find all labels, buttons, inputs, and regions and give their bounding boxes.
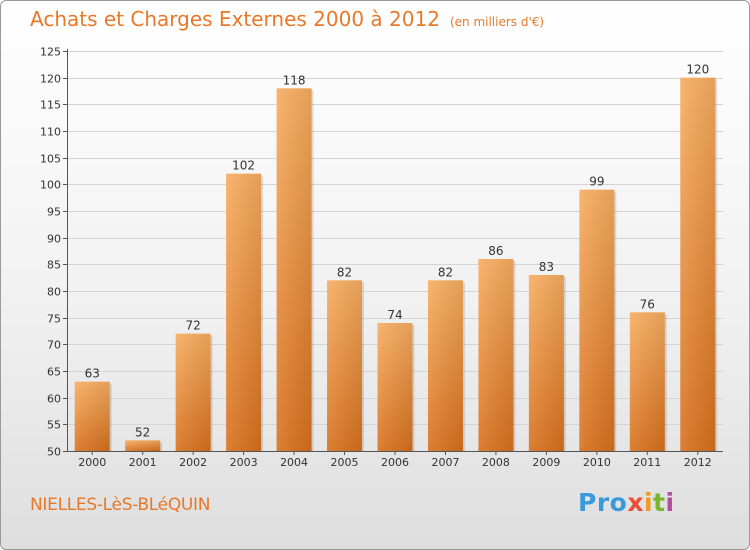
bar-value-label: 82 xyxy=(438,265,453,279)
y-tick-label: 50 xyxy=(47,446,61,459)
x-tick-label: 2001 xyxy=(129,456,157,469)
logo-part: i xyxy=(643,488,654,517)
bar-value-label: 120 xyxy=(686,63,709,77)
y-tick-label: 65 xyxy=(47,366,61,379)
x-tick-label: 2007 xyxy=(431,456,459,469)
x-tick-label: 2008 xyxy=(482,456,510,469)
bar-value-label: 74 xyxy=(387,308,402,322)
bar-value-label: 63 xyxy=(85,367,100,381)
x-tick-label: 2003 xyxy=(230,456,258,469)
y-tick-label: 60 xyxy=(47,393,61,406)
bar-value-label: 72 xyxy=(186,319,201,333)
bar-highlight xyxy=(629,312,665,451)
logo-part: x xyxy=(627,488,644,517)
title-text: Achats et Charges Externes 2000 à 2012 xyxy=(30,7,440,31)
y-tick-label: 125 xyxy=(40,46,61,59)
bar-highlight xyxy=(579,189,615,451)
logo-part: Pro xyxy=(578,488,628,517)
bar-highlight xyxy=(125,440,161,451)
bars: 63 52 72 102 118 82 74 82 86 83 99 76 120 xyxy=(74,63,718,452)
bar-value-label: 82 xyxy=(337,265,352,279)
y-tick-label: 70 xyxy=(47,339,61,352)
commune-name: NIELLES-LèS-BLéQUIN xyxy=(30,495,211,515)
x-tick-label: 2010 xyxy=(583,456,611,469)
y-tick-label: 120 xyxy=(40,73,61,86)
bar-highlight xyxy=(680,77,716,452)
x-tick-label: 2000 xyxy=(78,456,106,469)
bar-highlight xyxy=(74,381,110,451)
bar-value-label: 76 xyxy=(640,297,655,311)
logo-part: i xyxy=(665,488,675,517)
chart-title: Achats et Charges Externes 2000 à 2012 (e… xyxy=(30,7,544,31)
bar-highlight xyxy=(327,280,363,451)
x-tick-label: 2009 xyxy=(532,456,560,469)
bar-value-label: 86 xyxy=(488,244,503,258)
y-tick-label: 110 xyxy=(40,126,61,139)
bar-highlight xyxy=(377,323,413,451)
subtitle-text: (en milliers d'€) xyxy=(449,15,545,29)
y-tick-label: 85 xyxy=(47,259,61,272)
y-tick-label: 80 xyxy=(47,286,61,299)
bar-value-label: 83 xyxy=(539,260,554,274)
bar-value-label: 99 xyxy=(589,175,604,189)
y-tick-label: 90 xyxy=(47,233,61,246)
y-tick-label: 105 xyxy=(40,153,61,166)
y-tick-label: 95 xyxy=(47,206,61,219)
bar-highlight xyxy=(427,280,463,451)
bar-value-label: 102 xyxy=(232,159,255,173)
x-tick-label: 2012 xyxy=(684,456,712,469)
bar-highlight xyxy=(226,173,262,451)
y-tick-label: 55 xyxy=(47,419,61,432)
bar-highlight xyxy=(175,333,211,451)
x-tick-label: 2002 xyxy=(179,456,207,469)
y-tick-label: 75 xyxy=(47,313,61,326)
x-tick-label: 2005 xyxy=(331,456,359,469)
x-tick-label: 2004 xyxy=(280,456,308,469)
axes: 50 55 60 65 70 75 80 85 90 95 100 105 110 115 120 125 20… xyxy=(40,46,723,469)
x-tick-label: 2011 xyxy=(633,456,661,469)
y-tick-label: 115 xyxy=(40,99,61,112)
bar-highlight xyxy=(528,275,564,451)
x-tick-label: 2006 xyxy=(381,456,409,469)
bar-value-label: 52 xyxy=(135,425,150,439)
logo-part: t xyxy=(653,488,666,517)
bar-value-label: 118 xyxy=(283,73,306,87)
bar-highlight xyxy=(478,259,514,451)
bar-highlight xyxy=(276,88,312,451)
proxiti-logo[interactable]: Proxiti xyxy=(578,488,675,517)
y-tick-label: 100 xyxy=(40,179,61,192)
